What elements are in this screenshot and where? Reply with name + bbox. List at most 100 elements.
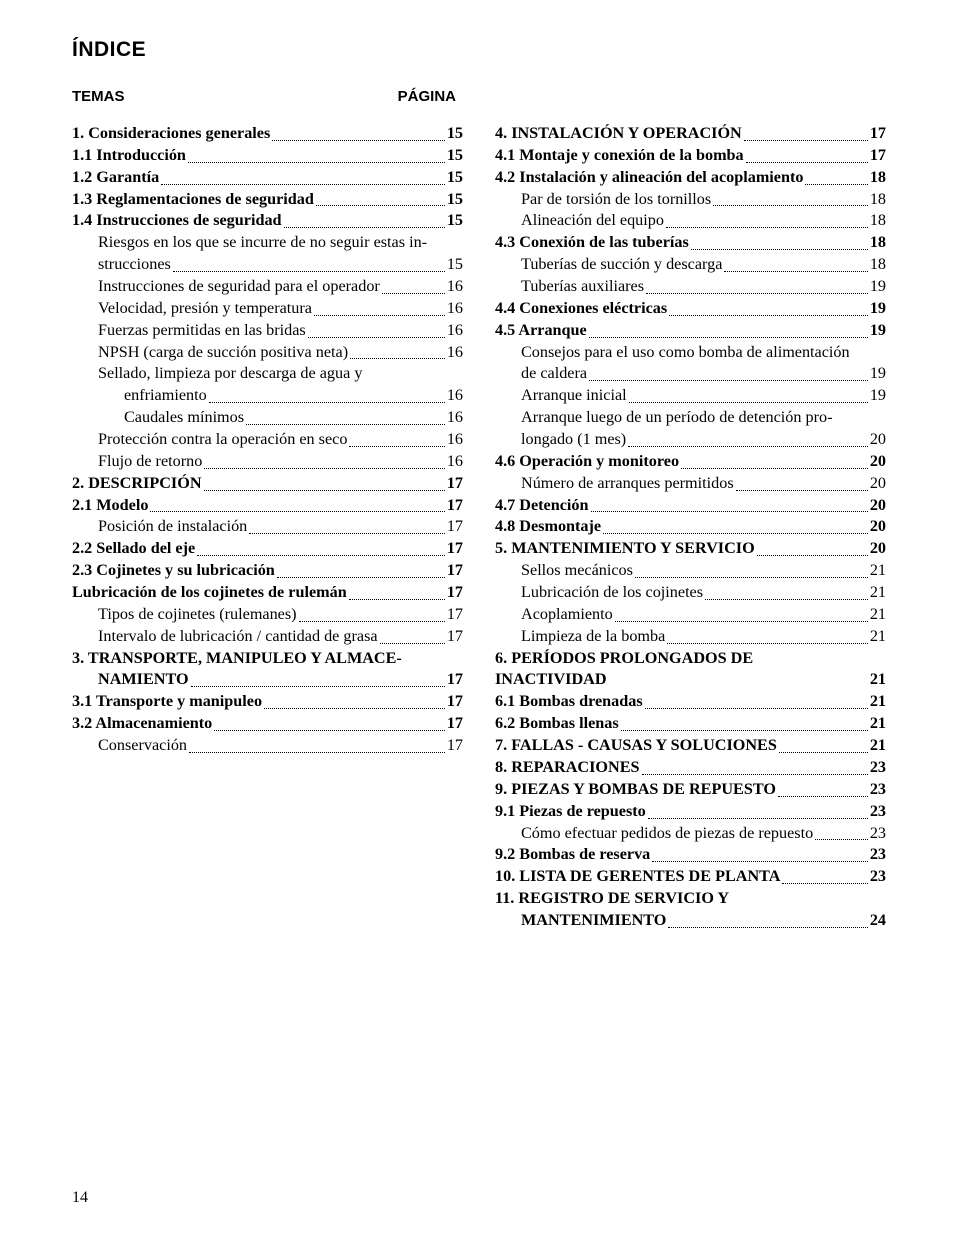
toc-entry-label: Sellos mecánicos (521, 560, 633, 582)
leader-dots (150, 511, 444, 512)
leader-dots (191, 686, 445, 687)
toc-entry-label: 10. LISTA DE GERENTES DE PLANTA (495, 866, 780, 888)
leader-dots (249, 533, 445, 534)
leader-dots (629, 402, 868, 403)
leader-dots (603, 533, 868, 534)
toc-entry: NPSH (carga de succión positiva neta) 16 (72, 342, 463, 364)
toc-entry-page: 23 (870, 866, 886, 888)
leader-dots (645, 708, 868, 709)
leader-dots (779, 752, 868, 753)
toc-entry-label: Arranque luego de un período de detenció… (495, 407, 886, 429)
toc-entry: 3.2 Almacenamiento17 (72, 713, 463, 735)
toc-entry: Par de torsión de los tornillos18 (495, 189, 886, 211)
toc-entry: Alineación del equipo18 (495, 210, 886, 232)
toc-entry-page: 21 (870, 691, 886, 713)
toc-entry-label: 2.3 Cojinetes y su lubricación (72, 560, 275, 582)
leader-dots (188, 162, 445, 163)
toc-entry-page: 21 (870, 669, 886, 691)
toc-entry-label: Par de torsión de los tornillos (521, 189, 711, 211)
footer-page-number: 14 (72, 1189, 88, 1207)
leader-dots (666, 227, 868, 228)
toc-entry: 4.8 Desmontaje20 (495, 516, 886, 538)
leader-dots (349, 446, 444, 447)
toc-entry: 4.3 Conexión de las tuberías18 (495, 232, 886, 254)
toc-entry: 9.2 Bombas de reserva23 (495, 844, 886, 866)
toc-entry-page: 17 (447, 582, 463, 604)
toc-entry-page: 19 (870, 385, 886, 407)
toc-entry-page: 20 (870, 451, 886, 473)
leader-dots (173, 271, 445, 272)
toc-entry-label: 1.4 Instrucciones de seguridad (72, 210, 282, 232)
toc-entry-label: 1.3 Reglamentaciones de seguridad (72, 189, 314, 211)
toc-entry-label: Lubricación de los cojinetes de rulemán (72, 582, 347, 604)
toc-entry: 11. REGISTRO DE SERVICIO YMANTENIMIENTO2… (495, 888, 886, 932)
leader-dots (214, 730, 445, 731)
toc-entry: Limpieza de la bomba21 (495, 626, 886, 648)
toc-entry: 5. MANTENIMIENTO Y SERVICIO 20 (495, 538, 886, 560)
toc-entry-label: 2. DESCRIPCIÓN (72, 473, 202, 495)
leader-dots (691, 249, 868, 250)
leader-dots (277, 577, 445, 578)
leader-dots (669, 315, 868, 316)
toc-entry: 1. Consideraciones generales15 (72, 123, 463, 145)
toc-entry-page: 17 (447, 626, 463, 648)
toc-entry-page: 21 (870, 626, 886, 648)
leader-dots (746, 162, 868, 163)
toc-entry-label: 6. PERÍODOS PROLONGADOS DE INACTIVIDAD (495, 648, 866, 692)
toc-entry-page: 20 (870, 538, 886, 560)
toc-entry-page: 17 (870, 123, 886, 145)
toc-entry-label: 8. REPARACIONES (495, 757, 640, 779)
toc-entry: Protección contra la operación en seco16 (72, 429, 463, 451)
leader-dots (705, 599, 868, 600)
toc-entry-label: Conservación (98, 735, 187, 757)
toc-entry-page: 17 (447, 604, 463, 626)
toc-entry: 3.1 Transporte y manipuleo17 (72, 691, 463, 713)
toc-entry-label: 6.2 Bombas llenas (495, 713, 619, 735)
toc-entry: 7. FALLAS - CAUSAS Y SOLUCIONES21 (495, 735, 886, 757)
toc-entry-label: 5. MANTENIMIENTO Y SERVICIO (495, 538, 755, 560)
toc-entry-label: Flujo de retorno (98, 451, 202, 473)
toc-entry-page: 17 (447, 669, 463, 691)
toc-entry: Lubricación de los cojinetes de rulemán 1… (72, 582, 463, 604)
toc-entry-label: 9. PIEZAS Y BOMBAS DE REPUESTO (495, 779, 776, 801)
toc-entry-label: 4.1 Montaje y conexión de la bomba (495, 145, 744, 167)
toc-entry-page: 16 (447, 429, 463, 451)
toc-entry-label: enfriamiento (124, 385, 207, 407)
toc-entry-label: NPSH (carga de succión positiva neta) (98, 342, 348, 364)
leader-dots (316, 205, 445, 206)
toc-entry-page: 21 (870, 582, 886, 604)
leader-dots (284, 227, 445, 228)
leader-dots (782, 883, 867, 884)
leader-dots (189, 752, 445, 753)
toc-entry: Caudales mínimos16 (72, 407, 463, 429)
toc-entry: 6. PERÍODOS PROLONGADOS DE INACTIVIDAD 2… (495, 648, 886, 692)
toc-entry-page: 19 (870, 320, 886, 342)
toc-entry: 8. REPARACIONES23 (495, 757, 886, 779)
toc-entry-page: 19 (870, 298, 886, 320)
header-topics: TEMAS (72, 88, 125, 105)
toc-entry-page: 16 (447, 342, 463, 364)
toc-entry-page: 15 (447, 145, 463, 167)
toc-entry-label: 2.2 Sellado del eje (72, 538, 195, 560)
toc-entry-page: 19 (870, 363, 886, 385)
toc-entry-label: Tuberías auxiliares (521, 276, 644, 298)
leader-dots (204, 490, 445, 491)
toc-entry: Riesgos en los que se incurre de no segu… (72, 232, 463, 276)
toc-entry-label: 4.8 Desmontaje (495, 516, 601, 538)
toc-entry: 6.2 Bombas llenas21 (495, 713, 886, 735)
toc-entry: Arranque luego de un período de detenció… (495, 407, 886, 451)
toc-entry-page: 16 (447, 385, 463, 407)
toc-entry-label: Sellado, limpieza por descarga de agua y (72, 363, 463, 385)
leader-dots (380, 643, 445, 644)
toc-entry-page: 23 (870, 801, 886, 823)
leader-dots (589, 337, 868, 338)
leader-dots (209, 402, 445, 403)
toc-entry-page: 23 (870, 823, 886, 845)
toc-entry-label: 4.2 Instalación y alineación del acoplam… (495, 167, 803, 189)
toc-entry-label: 1.2 Garantía (72, 167, 159, 189)
toc-entry-page: 21 (870, 560, 886, 582)
toc-entry-label: Consejos para el uso como bomba de alime… (495, 342, 886, 364)
toc-entry: 2.1 Modelo17 (72, 495, 463, 517)
toc-entry-label: 11. REGISTRO DE SERVICIO Y (495, 888, 886, 910)
leader-dots (648, 818, 868, 819)
